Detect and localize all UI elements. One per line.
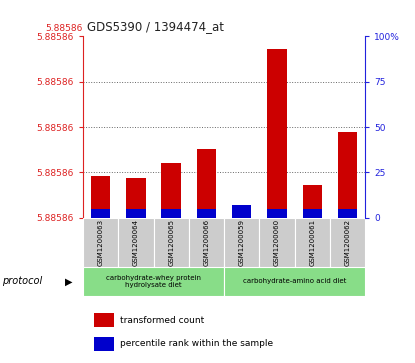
Bar [161,163,181,218]
Text: GSM1200059: GSM1200059 [239,219,245,266]
Bar [303,209,322,218]
Text: transformed count: transformed count [120,316,204,325]
Bar [154,218,189,267]
Text: GSM1200064: GSM1200064 [133,219,139,266]
Bar [224,267,365,296]
Text: GDS5390 / 1394474_at: GDS5390 / 1394474_at [87,20,224,33]
Bar [118,218,154,267]
Text: percentile rank within the sample: percentile rank within the sample [120,339,273,348]
Bar [330,218,365,267]
Bar [94,337,114,351]
Bar [91,176,110,218]
Text: GSM1200062: GSM1200062 [344,219,351,266]
Bar [267,209,287,218]
Bar [189,218,224,267]
Bar [232,214,251,218]
Text: GSM1200061: GSM1200061 [309,219,315,266]
Bar [197,209,216,218]
Bar [338,132,357,218]
Bar [303,185,322,218]
Bar [126,209,146,218]
Bar [83,267,224,296]
Text: GSM1200063: GSM1200063 [98,219,104,266]
Bar [197,149,216,218]
Bar [161,209,181,218]
Text: GSM1200066: GSM1200066 [203,219,210,266]
Bar [267,49,287,218]
Bar [91,209,110,218]
Bar [126,178,146,218]
Text: ▶: ▶ [65,276,72,286]
Text: GSM1200065: GSM1200065 [168,219,174,266]
Bar [94,313,114,327]
Bar [232,205,251,218]
Bar [338,209,357,218]
Bar [259,218,295,267]
Text: carbohydrate-amino acid diet: carbohydrate-amino acid diet [243,278,347,284]
Bar [224,218,259,267]
Text: carbohydrate-whey protein
hydrolysate diet: carbohydrate-whey protein hydrolysate di… [106,275,201,288]
Text: protocol: protocol [2,276,42,286]
Text: 5.88586: 5.88586 [46,24,83,33]
Bar [295,218,330,267]
Text: GSM1200060: GSM1200060 [274,219,280,266]
Bar [83,218,118,267]
